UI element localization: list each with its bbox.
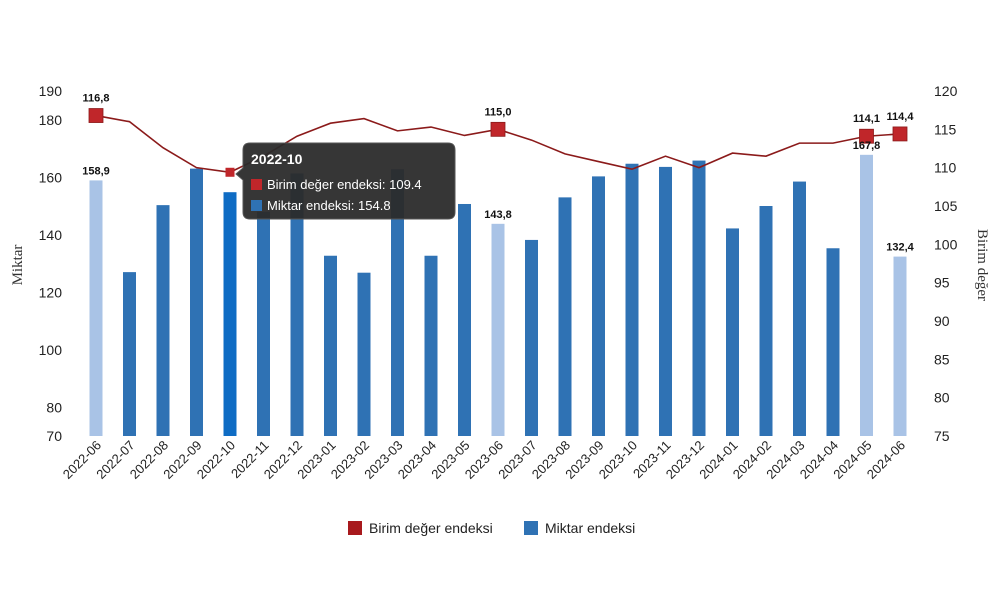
- legend-item-birim[interactable]: Birim değer endeksi: [348, 520, 493, 536]
- tooltip-line-swatch: [251, 179, 262, 190]
- y2-tick-label: 100: [934, 236, 958, 252]
- y2-tick-label: 85: [934, 351, 950, 367]
- tooltip-title: 2022-10: [251, 151, 303, 167]
- bar[interactable]: [89, 180, 103, 436]
- bar[interactable]: [793, 181, 806, 436]
- bar[interactable]: [458, 203, 471, 436]
- bar-data-label: 158,9: [82, 165, 110, 177]
- tooltip-box: [235, 142, 456, 220]
- bar[interactable]: [290, 173, 304, 436]
- y2-tick-label: 115: [934, 121, 957, 137]
- bar[interactable]: [826, 248, 840, 436]
- line-marker[interactable]: [88, 108, 104, 123]
- y2-tick-label: 80: [934, 390, 950, 406]
- bar[interactable]: [257, 211, 270, 436]
- bar[interactable]: [893, 256, 907, 436]
- line-data-label: 114,1: [853, 113, 880, 125]
- y-tick-label: 70: [46, 428, 62, 444]
- legend: Birim değer endeksi Miktar endeksi: [348, 520, 635, 536]
- bar[interactable]: [759, 206, 773, 436]
- legend-swatch-birim: [348, 521, 362, 535]
- y-tick-label: 80: [46, 399, 62, 415]
- bar[interactable]: [860, 154, 873, 436]
- line-data-label: 116,8: [83, 93, 110, 105]
- legend-label-miktar: Miktar endeksi: [545, 520, 635, 536]
- line-series: [88, 108, 908, 177]
- bar-series: [89, 154, 907, 437]
- y-tick-label: 100: [39, 342, 63, 358]
- y-axis-left: 70 80 100 120 140 160 180 190: [39, 83, 63, 444]
- y-tick-label: 140: [39, 227, 63, 243]
- tooltip: 2022-10 Birim değer endeksi: 109.4 Mikta…: [235, 142, 456, 220]
- legend-item-miktar[interactable]: Miktar endeksi: [524, 520, 635, 536]
- bar[interactable]: [491, 223, 505, 436]
- line-marker[interactable]: [892, 126, 908, 142]
- bar-data-label: 167,8: [853, 140, 881, 152]
- bar[interactable]: [726, 228, 739, 436]
- y-tick-label: 160: [39, 169, 63, 185]
- line-data-label: 114,4: [887, 111, 915, 123]
- bar[interactable]: [592, 176, 605, 436]
- bar[interactable]: [558, 197, 572, 436]
- bar[interactable]: [424, 255, 438, 436]
- bar[interactable]: [156, 205, 170, 436]
- line-marker[interactable]: [490, 121, 506, 137]
- y2-tick-label: 75: [934, 428, 950, 444]
- bar[interactable]: [324, 255, 337, 436]
- bar-data-label: 143,8: [484, 209, 512, 221]
- bar[interactable]: [391, 169, 404, 436]
- y-tick-label: 120: [39, 284, 63, 300]
- y2-tick-label: 120: [934, 83, 958, 99]
- tooltip-line-value: Birim değer endeksi: 109.4: [267, 177, 422, 192]
- bar-data-label: 132,4: [886, 242, 914, 254]
- y2-tick-label: 90: [934, 313, 950, 329]
- line-data-label: 115,0: [485, 106, 512, 118]
- bar[interactable]: [223, 192, 237, 436]
- y2-tick-label: 110: [934, 160, 957, 176]
- bar[interactable]: [357, 272, 371, 436]
- tooltip-bar-swatch: [251, 200, 262, 211]
- y2-tick-label: 95: [934, 275, 950, 291]
- y2-tick-label: 105: [934, 198, 958, 214]
- y-axis-right: 75 80 85 90 95 100 105 110 115 120: [934, 83, 958, 444]
- line-marker-active[interactable]: [225, 167, 235, 177]
- x-axis: 2022-062022-072022-082022-092022-102022-…: [60, 438, 908, 482]
- legend-swatch-miktar: [524, 521, 538, 535]
- bar[interactable]: [659, 166, 672, 436]
- bar[interactable]: [525, 239, 538, 436]
- bar[interactable]: [123, 272, 136, 436]
- tooltip-bar-value: Miktar endeksi: 154.8: [267, 198, 391, 213]
- y-axis-title-left: Miktar: [10, 245, 26, 286]
- legend-label-birim: Birim değer endeksi: [369, 520, 493, 536]
- data-labels: 158,9 143,8 167,8 132,4 116,8 115,0 114,1 114,4: [82, 93, 914, 254]
- bar[interactable]: [190, 168, 203, 436]
- y-axis-title-right: Birim değer: [974, 229, 990, 301]
- bar[interactable]: [625, 163, 639, 437]
- bar[interactable]: [692, 160, 706, 436]
- y-tick-label: 190: [39, 83, 63, 99]
- y-tick-label: 180: [39, 112, 63, 128]
- line-marker[interactable]: [859, 128, 874, 144]
